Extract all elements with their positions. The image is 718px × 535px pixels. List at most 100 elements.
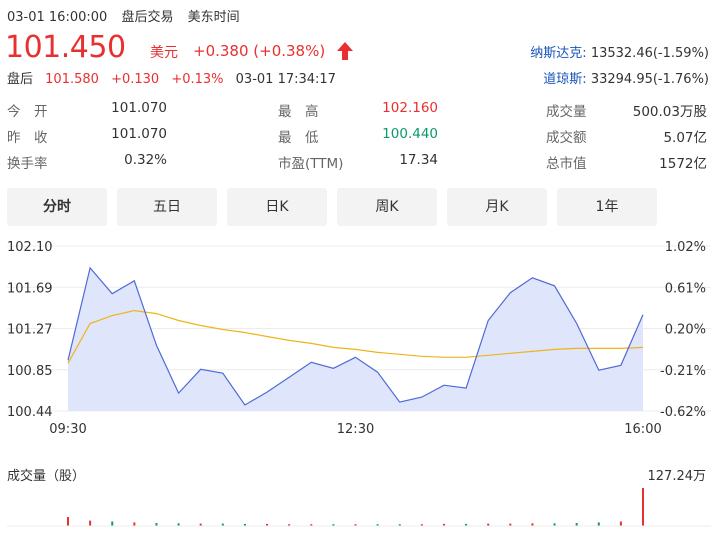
volume-bar	[553, 523, 556, 526]
volume-bar	[619, 521, 622, 526]
volume-bar	[420, 524, 423, 526]
y-tick-label: 100.44	[7, 405, 53, 420]
quote-meta: 03-01 16:00:00 盘后交易 美东时间	[7, 6, 250, 25]
after-hours-change: +0.130	[111, 72, 160, 87]
index-dow-value: 33294.95(-1.76%)	[590, 72, 709, 87]
intraday-chart[interactable]: 102.10 101.69 101.27 100.85 100.44 1.02% 0.61…	[0, 230, 718, 535]
stat-market-cap-label: 总市值	[546, 156, 587, 172]
tab-daily-k[interactable]: 日K	[227, 188, 327, 226]
after-hours-percent: +0.13%	[171, 72, 224, 87]
volume-bar	[89, 520, 92, 526]
quote-session: 盘后交易	[121, 10, 174, 25]
volume-bar	[221, 523, 224, 526]
y-tick-label: 100.85	[7, 364, 53, 379]
y2-tick-label: 0.61%	[665, 281, 706, 296]
volume-bar	[597, 522, 600, 526]
y-tick-label: 101.27	[7, 323, 53, 338]
price-change: +0.380 (+0.38%)	[193, 42, 326, 60]
volume-bar	[288, 524, 291, 526]
stat-market-cap: 总市值 1572亿	[546, 152, 707, 172]
price-line	[67, 266, 644, 406]
stat-high-value: 102.160	[382, 100, 438, 116]
volume-bar	[465, 523, 468, 526]
after-hours-price: 101.580	[45, 72, 99, 87]
stat-prev-close: 昨 收 101.070	[7, 126, 167, 146]
volume-bar	[133, 522, 136, 526]
stat-low: 最 低 100.440	[278, 126, 438, 146]
price-area	[68, 267, 643, 411]
y-tick-label: 102.10	[7, 240, 53, 255]
x-tick-label: 16:00	[624, 422, 661, 437]
x-tick-label: 12:30	[337, 422, 374, 437]
stat-volume: 成交量 500.03万股	[546, 100, 707, 120]
volume-bar	[111, 521, 114, 526]
stat-low-label: 最 低	[278, 130, 319, 146]
index-dow[interactable]: 道琼斯: 33294.95(-1.76%)	[543, 68, 709, 87]
y2-tick-label: 0.20%	[665, 323, 706, 338]
stat-prev-close-value: 101.070	[111, 126, 167, 142]
price-currency: 美元	[150, 45, 178, 61]
tab-five-day[interactable]: 五日	[117, 188, 217, 226]
volume-bar	[199, 523, 202, 526]
stat-market-cap-value: 1572亿	[659, 156, 707, 172]
stat-pe-value: 17.34	[399, 152, 438, 168]
tab-weekly-k[interactable]: 周K	[337, 188, 437, 226]
volume-bar	[155, 523, 158, 526]
volume-bar	[398, 524, 401, 526]
volume-bar	[442, 523, 445, 526]
volume-bar	[509, 523, 512, 526]
volume-bar	[354, 524, 357, 526]
volume-bar	[642, 488, 644, 526]
stat-pe-label: 市盈(TTM)	[278, 156, 344, 172]
volume-max-label: 127.24万	[648, 469, 707, 484]
stat-low-value: 100.440	[382, 126, 438, 142]
stat-amount-label: 成交额	[546, 130, 587, 146]
y-tick-label: 101.69	[7, 281, 53, 296]
volume-label: 成交量（股）	[7, 468, 85, 484]
stat-open-label: 今 开	[7, 104, 48, 120]
index-nasdaq-value: 13532.46(-1.59%)	[590, 46, 709, 61]
volume-bar	[67, 517, 69, 526]
stat-turnover-value: 0.32%	[124, 152, 167, 168]
index-nasdaq-label: 纳斯达克:	[530, 46, 587, 61]
stat-open-value: 101.070	[111, 100, 167, 116]
stat-turnover: 换手率 0.32%	[7, 152, 167, 172]
index-dow-label: 道琼斯:	[543, 72, 587, 87]
stat-prev-close-label: 昨 收	[7, 130, 48, 146]
after-hours-time: 03-01 17:34:17	[235, 72, 336, 87]
stat-open: 今 开 101.070	[7, 100, 167, 120]
stat-amount: 成交额 5.07亿	[546, 126, 707, 146]
after-hours-row: 盘后 101.580 +0.130 +0.13% 03-01 17:34:17	[7, 68, 336, 87]
stat-high: 最 高 102.160	[278, 100, 438, 120]
stat-volume-label: 成交量	[546, 104, 587, 120]
current-price: 101.450	[5, 30, 126, 65]
arrow-up-icon	[336, 40, 354, 66]
volume-bar	[243, 523, 246, 526]
stat-volume-value: 500.03万股	[632, 104, 707, 120]
volume-bar	[310, 524, 313, 526]
volume-bars	[7, 488, 711, 527]
stat-high-label: 最 高	[278, 104, 319, 120]
stat-pe: 市盈(TTM) 17.34	[278, 152, 438, 172]
volume-bar	[177, 523, 180, 526]
volume-bar	[376, 524, 379, 526]
tab-intraday[interactable]: 分时	[7, 188, 107, 226]
tab-monthly-k[interactable]: 月K	[447, 188, 547, 226]
stat-turnover-label: 换手率	[7, 156, 48, 172]
average-price-line	[67, 309, 644, 364]
after-hours-label: 盘后	[7, 72, 34, 87]
y2-tick-label: -0.62%	[660, 405, 706, 420]
stat-amount-value: 5.07亿	[663, 130, 707, 146]
volume-bar	[487, 523, 490, 526]
volume-bar	[266, 523, 269, 526]
quote-datetime: 03-01 16:00:00	[7, 10, 108, 25]
volume-bar	[332, 524, 335, 526]
volume-bar	[531, 523, 534, 526]
y2-tick-label: 1.02%	[665, 240, 706, 255]
index-nasdaq[interactable]: 纳斯达克: 13532.46(-1.59%)	[530, 42, 709, 61]
tab-one-year[interactable]: 1年	[557, 188, 657, 226]
quote-timezone: 美东时间	[187, 10, 240, 25]
y2-tick-label: -0.21%	[660, 364, 706, 379]
volume-bar	[575, 523, 578, 526]
x-tick-label: 09:30	[49, 422, 86, 437]
